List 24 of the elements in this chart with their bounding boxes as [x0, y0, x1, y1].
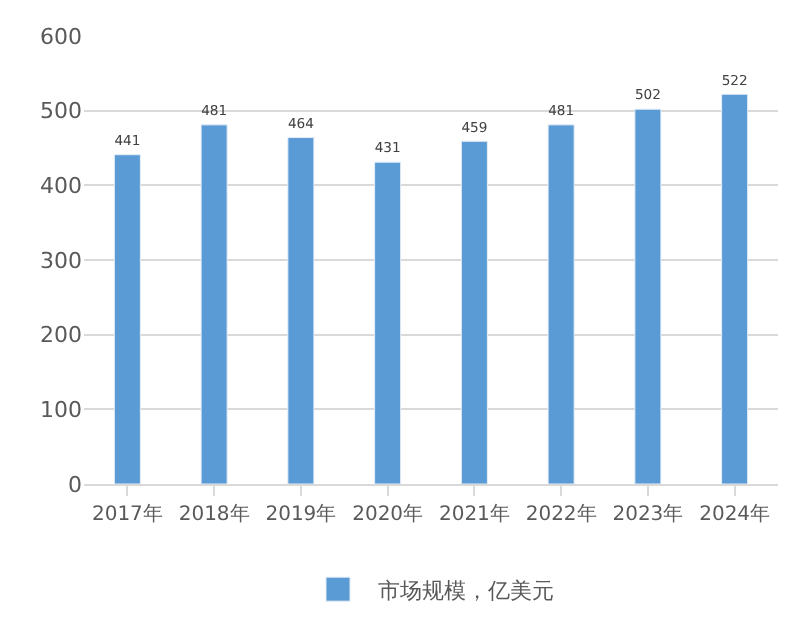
bar [460, 140, 488, 484]
y-tick-label: 0 [68, 471, 82, 498]
x-tick-label: 2022年 [525, 502, 597, 526]
y-tick-label: 200 [40, 322, 82, 349]
bar [374, 161, 402, 484]
y-tick-label: 400 [40, 173, 82, 200]
x-tick-label: 2020年 [352, 502, 424, 526]
y-tick-label: 300 [40, 247, 82, 274]
y-tick-label: 100 [40, 397, 82, 424]
bar [200, 124, 228, 484]
x-tick-label: 2019年 [265, 502, 337, 526]
bar [721, 93, 749, 484]
x-tick-label: 2018年 [178, 502, 250, 526]
x-tick-label: 2023年 [612, 502, 684, 526]
bar [287, 137, 315, 484]
bar [113, 154, 141, 484]
x-tick-label: 2017年 [91, 502, 163, 526]
x-tick-label: 2021年 [438, 502, 510, 526]
x-tick-label: 2024年 [699, 502, 771, 526]
y-tick-label: 500 [40, 98, 82, 125]
y-tick-label: 600 [40, 23, 82, 50]
bar [634, 108, 662, 484]
bar [547, 124, 575, 484]
legend-label: 市场规模，亿美元 [378, 577, 554, 604]
